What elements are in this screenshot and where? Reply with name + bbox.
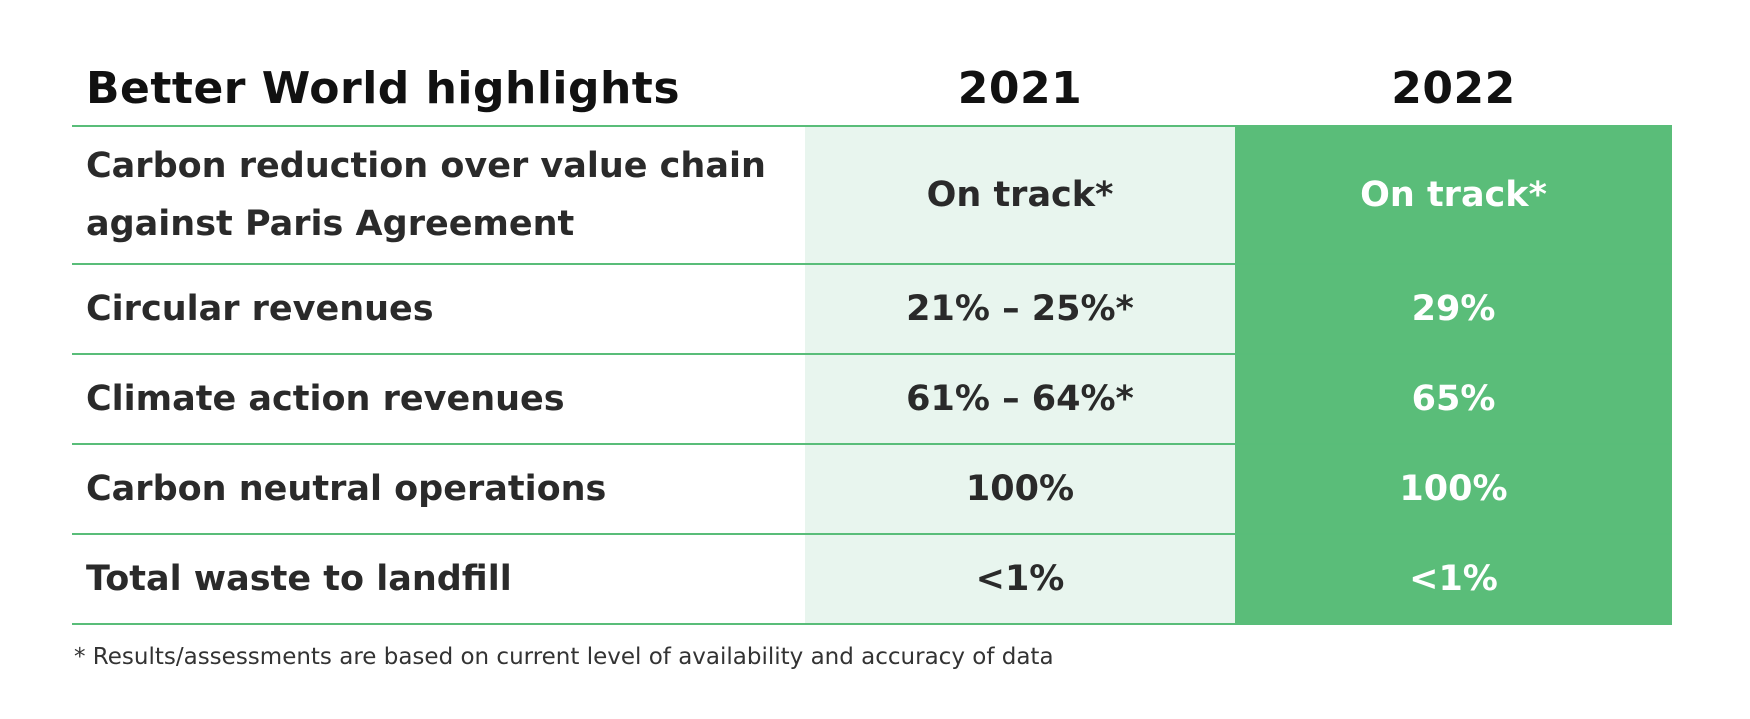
highlights-table: Better World highlights 2021 2022 Carbon… [72, 52, 1672, 625]
value-2022-total-waste-to-landfill: <1% [1235, 535, 1672, 625]
row-label-circular-revenues: Circular revenues [72, 265, 805, 355]
value-2022-circular-revenues: 29% [1235, 265, 1672, 355]
value-2022-climate-action-revenues: 65% [1235, 355, 1672, 445]
value-2022-carbon-reduction: On track* [1235, 127, 1672, 265]
row-label-line-1: Carbon reduction over value chain [86, 146, 766, 186]
row-label-climate-action-revenues: Climate action revenues [72, 355, 805, 445]
column-header-2021: 2021 [957, 63, 1083, 114]
footnote: * Results/assessments are based on curre… [74, 644, 1054, 670]
table-title: Better World highlights [86, 63, 681, 114]
row-label-line-2: against Paris Agreement [86, 204, 575, 244]
highlights-table-wrapper: Better World highlights 2021 2022 Carbon… [72, 52, 1672, 625]
value-2021-carbon-reduction: On track* [805, 127, 1235, 265]
column-header-2022: 2022 [1391, 63, 1516, 114]
row-label-carbon-reduction: Carbon reduction over value chain agains… [72, 127, 805, 265]
row-label-total-waste-to-landfill: Total waste to landfill [72, 535, 805, 625]
value-2021-circular-revenues: 21% – 25%* [805, 265, 1235, 355]
value-2022-carbon-neutral-operations: 100% [1235, 445, 1672, 535]
value-2021-carbon-neutral-operations: 100% [805, 445, 1235, 535]
value-2021-climate-action-revenues: 61% – 64%* [805, 355, 1235, 445]
value-2021-total-waste-to-landfill: <1% [805, 535, 1235, 625]
header-divider [72, 125, 1672, 127]
row-label-carbon-neutral-operations: Carbon neutral operations [72, 445, 805, 535]
